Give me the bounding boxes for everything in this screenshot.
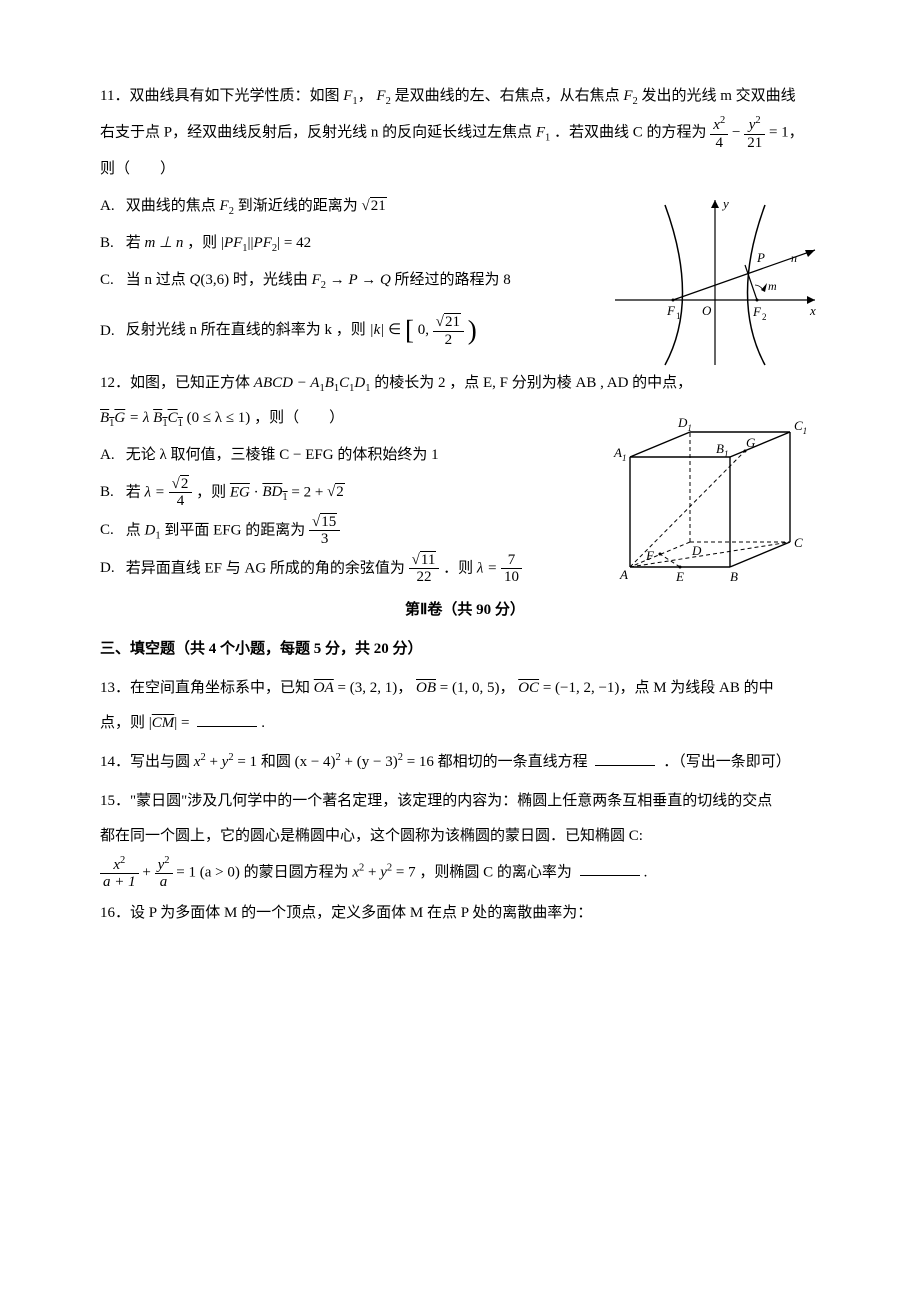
fig-m: m <box>768 279 777 293</box>
fig-F2s: 2 <box>762 312 767 322</box>
fig-y: y <box>721 196 729 211</box>
question-13: 13．在空间直角坐标系中，已知 OA = (3, 2, 1)， OB = (1,… <box>100 672 830 740</box>
svg-text:B: B <box>730 569 738 584</box>
q11-paren: 则（ ） <box>100 153 830 186</box>
question-14: 14．写出与圆 x2 + y2 = 1 和圆 (x − 4)2 + (y − 3… <box>100 746 830 779</box>
q11-stem: 11．双曲线具有如下光学性质：如图 F1， F2 是双曲线的左、右焦点，从右焦点… <box>100 80 830 113</box>
fig-F1: F <box>666 303 676 318</box>
svg-text:A1: A1 <box>613 445 626 463</box>
question-15: 15．"蒙日圆"涉及几何学中的一个著名定理，该定理的内容为：椭圆上任意两条互相垂… <box>100 785 830 891</box>
svg-text:C1: C1 <box>794 418 807 436</box>
q14-blank <box>595 751 655 766</box>
fig-n: n <box>791 251 797 265</box>
fig-O: O <box>702 303 712 318</box>
question-16: 16．设 P 为多面体 M 的一个顶点，定义多面体 M 在点 P 处的离散曲率为… <box>100 897 830 930</box>
svg-text:G: G <box>746 435 756 450</box>
q12-figure: A B C D A1 B1 C1 D1 E F G <box>600 397 830 600</box>
q13-num: 13． <box>100 680 130 696</box>
cube-svg: A B C D A1 B1 C1 D1 E F G <box>600 397 830 587</box>
svg-text:A: A <box>619 567 628 582</box>
fig-F2: F <box>752 304 762 319</box>
svg-text:D: D <box>691 543 702 558</box>
q12-stem: 12．如图，已知正方体 ABCD − A1B1C1D1 的棱长为 2 ，点 E,… <box>100 367 830 400</box>
q15-blank <box>580 861 640 876</box>
q11-num: 11． <box>100 88 129 104</box>
q11-figure: F 1 F 2 O x y P m n <box>600 190 830 383</box>
question-11: F 1 F 2 O x y P m n 11．双曲线具有如下光学性质：如图 F1… <box>100 80 830 361</box>
q13-blank <box>197 712 257 727</box>
svg-text:C: C <box>794 535 803 550</box>
q14-num: 14． <box>100 754 130 770</box>
fig-P: P <box>756 250 765 265</box>
svg-text:D1: D1 <box>677 415 692 433</box>
q15-num: 15． <box>100 793 130 809</box>
fig-F1s: 1 <box>676 311 681 321</box>
section-3-header: 三、填空题（共 4 个小题，每题 5 分，共 20 分） <box>100 633 830 666</box>
svg-text:B1: B1 <box>716 441 728 459</box>
hyperbola-svg: F 1 F 2 O x y P m n <box>600 190 830 370</box>
q16-num: 16． <box>100 905 130 921</box>
svg-text:E: E <box>675 569 684 584</box>
q12-num: 12． <box>100 375 130 391</box>
svg-text:F: F <box>645 548 655 563</box>
fig-x: x <box>809 303 816 318</box>
question-12: A B C D A1 B1 C1 D1 E F G 12．如图，已知正方体 AB… <box>100 367 830 586</box>
